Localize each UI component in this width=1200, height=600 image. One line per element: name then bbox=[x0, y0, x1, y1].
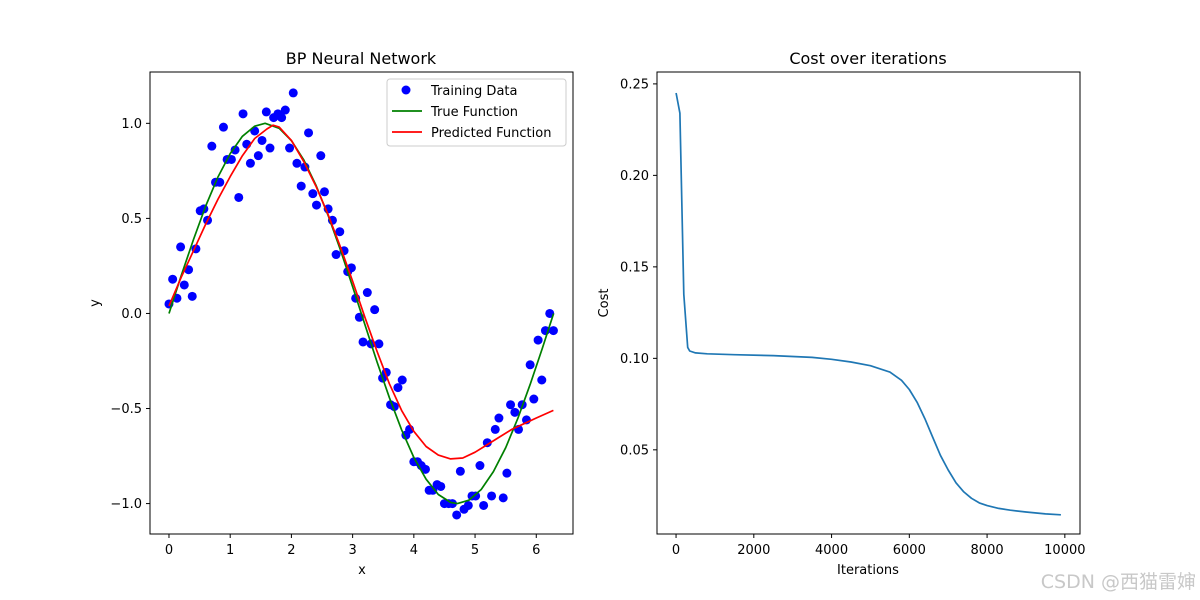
left-chart-xtick-label-5: 5 bbox=[471, 543, 479, 558]
left-chart-training-data-point-39 bbox=[316, 151, 326, 161]
left-chart-training-data-point-40 bbox=[319, 187, 329, 197]
left-chart-ytick-label-1: −0.5 bbox=[110, 402, 142, 417]
left-chart-training-data-point-87 bbox=[502, 468, 512, 478]
right-chart-ytick-label-0: 0.05 bbox=[620, 443, 649, 458]
left-chart-training-data-point-70 bbox=[436, 481, 446, 491]
left-chart-training-data-point-25 bbox=[261, 107, 271, 117]
left-chart-training-data-point-34 bbox=[296, 181, 306, 191]
right-chart-xlabel: Iterations bbox=[837, 563, 899, 578]
right-chart-title: Cost over iterations bbox=[789, 49, 946, 68]
left-chart-true-function-line bbox=[168, 122, 555, 505]
legend-label-predicted-function: Predicted Function bbox=[431, 126, 551, 141]
right-chart-ytick-label-4: 0.25 bbox=[620, 77, 649, 92]
left-chart-training-data-point-82 bbox=[482, 438, 492, 448]
left-chart-training-data-point-85 bbox=[494, 413, 504, 423]
left-chart-training-data-point-18 bbox=[234, 192, 244, 202]
left-chart-training-data-point-99 bbox=[548, 326, 558, 336]
left-chart-xtick-label-0: 0 bbox=[165, 543, 173, 558]
legend-label-true-function: True Function bbox=[430, 105, 518, 120]
left-chart-training-data-point-84 bbox=[490, 424, 500, 434]
left-chart-training-data-point-30 bbox=[280, 105, 290, 115]
left-chart-training-data-point-44 bbox=[335, 227, 345, 237]
left-chart-training-data-point-17 bbox=[230, 145, 240, 155]
left-chart-xtick-label-2: 2 bbox=[287, 543, 295, 558]
watermark-text: CSDN @西猫雷婶 bbox=[1041, 571, 1196, 593]
left-chart-training-data-point-14 bbox=[218, 122, 228, 132]
right-chart-xtick-label-3: 6000 bbox=[893, 543, 926, 558]
left-chart-training-data-point-43 bbox=[331, 250, 341, 260]
left-chart-training-data-point-59 bbox=[393, 383, 403, 393]
right-chart-xtick-label-2: 4000 bbox=[815, 543, 848, 558]
left-chart-ylabel: y bbox=[88, 299, 103, 307]
left-chart-training-data-point-77 bbox=[463, 500, 473, 510]
left-chart-ytick-label-2: 0.0 bbox=[121, 307, 142, 322]
left-chart-training-data-point-21 bbox=[245, 158, 255, 168]
left-chart-training-data-point-3 bbox=[176, 242, 186, 252]
left-chart-training-data-point-79 bbox=[471, 491, 481, 501]
legend-label-training-data: Training Data bbox=[430, 84, 517, 99]
legend-marker-training-data bbox=[401, 85, 411, 95]
left-chart-training-data-point-96 bbox=[537, 375, 547, 385]
left-chart-training-data-point-75 bbox=[455, 466, 465, 476]
left-chart-training-data-point-98 bbox=[545, 308, 555, 318]
left-chart-training-data-point-24 bbox=[257, 135, 267, 145]
left-chart-xtick-label-1: 1 bbox=[226, 543, 234, 558]
left-chart-training-data-point-95 bbox=[533, 335, 543, 345]
right-chart-xtick-label-0: 0 bbox=[672, 543, 680, 558]
left-chart-xtick-label-3: 3 bbox=[348, 543, 356, 558]
left-chart-training-data-point-54 bbox=[374, 339, 384, 349]
right-chart: Cost over iterations 0 2000 4000 6000 8000 10… bbox=[597, 49, 1086, 578]
left-chart-training-data-point-50 bbox=[358, 337, 368, 347]
left-chart-ytick-label-3: 0.5 bbox=[121, 212, 142, 227]
legend: Training Data True Function Predicted Fu… bbox=[386, 78, 567, 147]
left-chart-training-data-point-80 bbox=[475, 461, 485, 471]
left-chart-training-data-point-38 bbox=[312, 200, 322, 210]
left-chart-training-data-point-23 bbox=[253, 151, 263, 161]
left-chart-xlabel: x bbox=[358, 563, 366, 578]
left-chart-training-data-point-4 bbox=[179, 280, 189, 290]
right-chart-xtick-label-5: 10000 bbox=[1044, 543, 1085, 558]
left-chart-xtick-label-4: 4 bbox=[410, 543, 418, 558]
left-chart-training-data-point-29 bbox=[277, 113, 287, 123]
left-chart-training-data-point-33 bbox=[292, 158, 302, 168]
right-chart-xtick-label-1: 2000 bbox=[737, 543, 770, 558]
left-chart-training-data-point-94 bbox=[529, 394, 539, 404]
left-chart-xtick-label-6: 6 bbox=[532, 543, 540, 558]
left-chart-training-data-point-60 bbox=[397, 375, 407, 385]
left-chart-training-data-point-51 bbox=[362, 288, 372, 298]
left-chart-training-data-point-36 bbox=[304, 128, 314, 138]
left-chart-ytick-label-0: −1.0 bbox=[110, 497, 142, 512]
left-chart-frame bbox=[149, 71, 574, 535]
left-chart-title: BP Neural Network bbox=[286, 49, 437, 68]
left-chart-training-data-point-53 bbox=[370, 305, 380, 315]
left-chart-training-data-point-31 bbox=[285, 143, 295, 153]
right-chart-xtick-label-4: 8000 bbox=[971, 543, 1004, 558]
left-chart: BP Neural Network 0 1 2 3 4 5 6 −1.0 −0.5 0.0 0.5 1… bbox=[88, 49, 574, 578]
left-chart-ytick-label-4: 1.0 bbox=[121, 117, 142, 132]
left-chart-training-data-point-26 bbox=[265, 143, 275, 153]
left-chart-training-data-point-32 bbox=[288, 88, 298, 98]
left-chart-training-data-point-66 bbox=[420, 464, 430, 474]
right-chart-ytick-label-2: 0.15 bbox=[620, 260, 649, 275]
left-chart-training-data-point-6 bbox=[187, 291, 197, 301]
right-chart-ylabel: Cost bbox=[597, 289, 612, 318]
left-chart-training-data-point-86 bbox=[498, 493, 508, 503]
right-chart-frame bbox=[656, 71, 1081, 535]
left-chart-training-data-point-37 bbox=[308, 189, 318, 199]
right-chart-cost-line bbox=[675, 92, 1061, 516]
legend-frame bbox=[386, 78, 567, 147]
left-chart-training-data-point-11 bbox=[207, 141, 217, 151]
left-chart-training-data-point-88 bbox=[506, 400, 516, 410]
left-chart-training-data-point-89 bbox=[510, 407, 520, 417]
left-chart-training-data-point-93 bbox=[525, 360, 535, 370]
left-chart-training-data-point-1 bbox=[168, 274, 178, 284]
left-chart-training-data-point-81 bbox=[479, 500, 489, 510]
left-chart-predicted-function-line bbox=[168, 124, 554, 460]
left-chart-training-data-point-19 bbox=[238, 109, 248, 119]
left-chart-training-data-point-74 bbox=[452, 510, 462, 520]
right-chart-ytick-label-3: 0.20 bbox=[620, 169, 649, 184]
left-chart-training-data-point-83 bbox=[487, 491, 497, 501]
right-chart-ytick-label-1: 0.10 bbox=[620, 352, 649, 367]
